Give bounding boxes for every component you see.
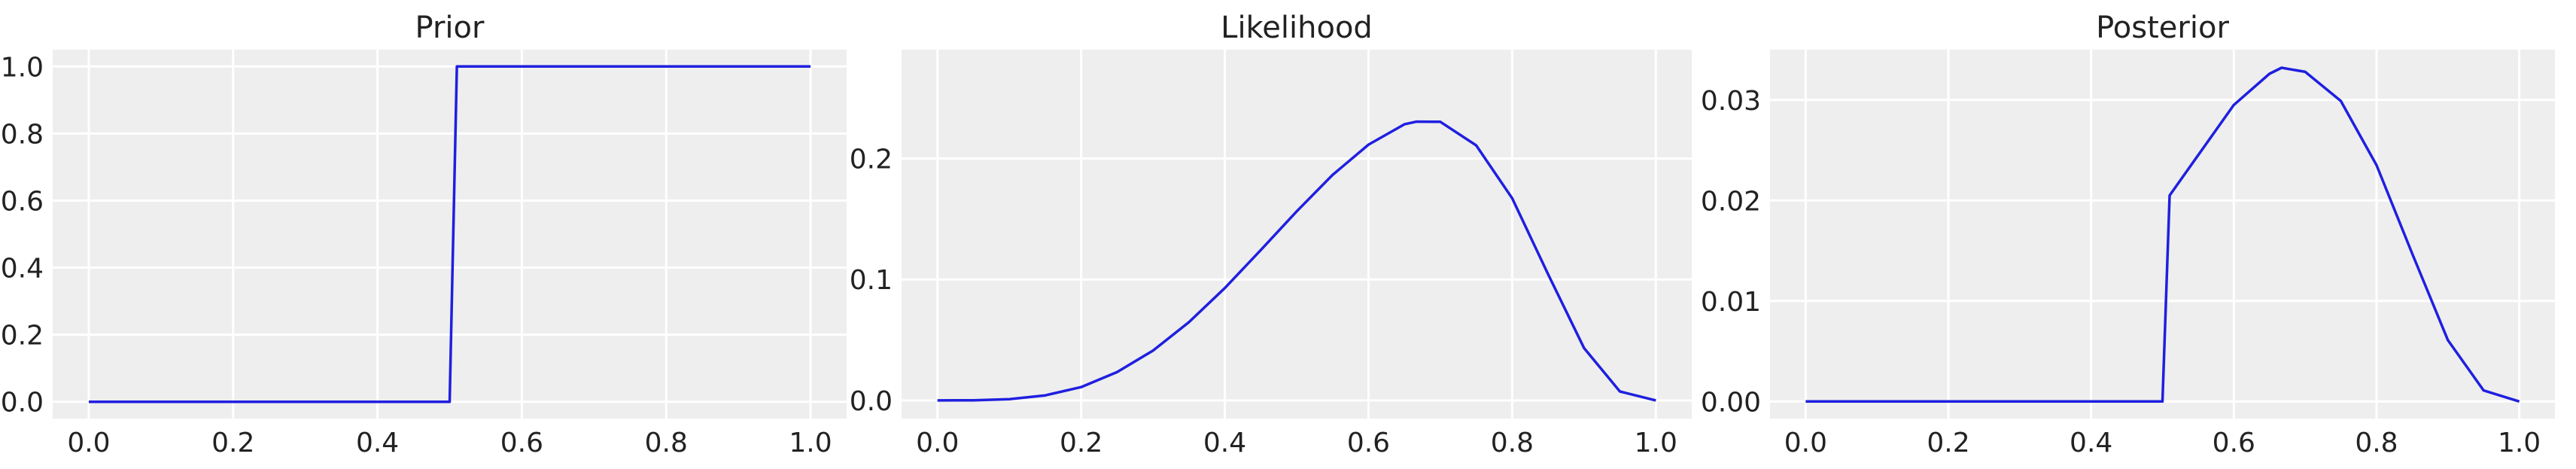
chart-panel-2: 0.0 0.2 0.4 0.6 0.8 1.0 0.00 0.01 0.02 0.03 Poster… [1701, 11, 2555, 458]
y-tick-label: 0.4 [1, 254, 44, 285]
series-line-0 [1805, 66, 2520, 404]
y-tick-label: 0.00 [1701, 387, 1761, 418]
y-tick-label: 0.0 [850, 386, 893, 417]
x-tick-label: 0.8 [645, 428, 688, 458]
y-tick-label: 0.03 [1701, 86, 1761, 117]
x-tick-label: 0.6 [500, 428, 543, 458]
y-tick-label: 0.01 [1701, 287, 1761, 318]
y-tick-label: 0.2 [1, 321, 44, 352]
series-line-0 [937, 120, 1656, 402]
y-tick-label: 1.0 [1, 52, 44, 83]
chart-title: Posterior [2096, 11, 2229, 45]
x-tick-label: 1.0 [789, 428, 832, 458]
x-tick-label: 0.6 [1347, 428, 1390, 458]
x-tick-label: 0.8 [1491, 428, 1534, 458]
chart-title: Prior [415, 11, 485, 45]
x-tick-label: 0.0 [1784, 428, 1827, 458]
chart-title: Likelihood [1221, 11, 1373, 45]
x-tick-label: 0.2 [1927, 428, 1969, 458]
x-tick-label: 1.0 [1635, 428, 1677, 458]
x-tick-label: 0.8 [2355, 428, 2398, 458]
x-tick-label: 0.0 [67, 428, 110, 458]
x-tick-label: 0.2 [211, 428, 254, 458]
x-tick-label: 0.0 [916, 428, 959, 458]
y-tick-label: 0.02 [1701, 186, 1761, 217]
x-tick-label: 1.0 [2498, 428, 2541, 458]
x-tick-label: 0.4 [2070, 428, 2112, 458]
series-line-0 [89, 65, 811, 404]
y-tick-label: 0.1 [850, 265, 893, 296]
x-tick-label: 0.4 [356, 428, 399, 458]
x-tick-label: 0.6 [2213, 428, 2255, 458]
chart-panel-0: 0.0 0.2 0.4 0.6 0.8 1.0 0.0 0.2 0.4 0.6 0.8 1.0 Prio… [1, 11, 847, 458]
y-tick-label: 0.2 [850, 145, 893, 175]
y-tick-label: 0.6 [1, 186, 44, 217]
x-tick-label: 0.4 [1203, 428, 1246, 458]
y-tick-label: 0.0 [1, 388, 44, 419]
x-tick-label: 0.2 [1060, 428, 1102, 458]
y-tick-label: 0.8 [1, 119, 44, 150]
plot-area [902, 50, 1692, 419]
plot-area [1770, 50, 2555, 419]
chart-panel-1: 0.0 0.2 0.4 0.6 0.8 1.0 0.0 0.1 0.2 Likelihood [850, 11, 1692, 458]
